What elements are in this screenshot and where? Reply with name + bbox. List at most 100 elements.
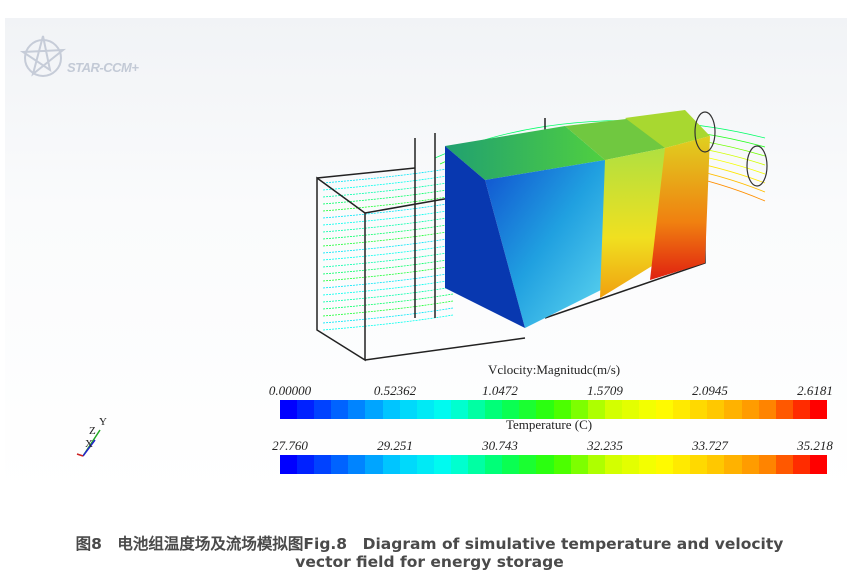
axes-triad xyxy=(76,429,101,457)
temperature-colorbar-segment xyxy=(416,455,434,474)
battery-module-1 xyxy=(445,126,605,328)
velocity-colorbar-segment xyxy=(621,400,639,419)
streamline xyxy=(322,286,454,303)
streamline xyxy=(322,244,454,261)
streamline xyxy=(322,230,454,247)
velocity-colorbar-segment xyxy=(707,400,725,419)
velocity-colorbar-segment xyxy=(724,400,742,419)
logo-text: STAR-CCM+ xyxy=(67,60,139,75)
streamline xyxy=(322,181,454,198)
temperature-colorbar-segment xyxy=(485,455,503,474)
battery-pack-scene xyxy=(19,35,768,457)
temperature-colorbar-segment xyxy=(536,455,554,474)
streamline xyxy=(322,300,454,317)
velocity-colorbar-segment xyxy=(399,400,417,419)
temperature-colorbar-segment xyxy=(553,455,571,474)
axis-z-label: Z xyxy=(89,425,96,437)
outlet-ducts xyxy=(694,111,768,187)
velocity-colorbar-tick-label: 0.52362 xyxy=(373,383,417,398)
streamline xyxy=(322,279,454,296)
velocity-colorbar-segment xyxy=(450,400,469,419)
temperature-colorbar-segment xyxy=(382,455,400,474)
velocity-colorbar-segment xyxy=(656,400,674,419)
streamline xyxy=(322,293,454,310)
temperature-colorbar-segment xyxy=(604,455,622,474)
streamline xyxy=(322,174,454,191)
temperature-colorbar-segment xyxy=(656,455,674,474)
velocity-colorbar-segment xyxy=(416,400,434,419)
velocity-colorbar-tick-label: 1.0472 xyxy=(482,383,518,398)
temperature-colorbar-tick-label: 27.760 xyxy=(272,438,308,453)
streamline xyxy=(322,314,454,331)
temperature-colorbar-segment xyxy=(314,455,332,474)
temperature-colorbar-segment xyxy=(741,455,759,474)
streamline xyxy=(322,258,454,275)
velocity-colorbar-segment xyxy=(433,400,451,419)
temperature-colorbar-segment xyxy=(399,455,417,474)
velocity-colorbar-segment xyxy=(536,400,554,419)
streamline xyxy=(322,265,454,282)
temperature-colorbar-segment xyxy=(450,455,469,474)
logo-icon xyxy=(19,35,67,77)
velocity-colorbar-tick-label: 0.00000 xyxy=(268,383,312,398)
temperature-colorbar-segment xyxy=(519,455,537,474)
velocity-colorbar-segment xyxy=(587,400,605,419)
temperature-colorbar-tick-label: 29.251 xyxy=(377,438,413,453)
axis-x-label: X xyxy=(85,438,93,450)
temperature-colorbar-segment xyxy=(365,455,383,474)
figure-caption-line-1: 图8 电池组温度场及流场模拟图Fig.8 Diagram of simulati… xyxy=(75,535,784,553)
temperature-colorbar-segment xyxy=(809,455,827,474)
velocity-colorbar xyxy=(280,400,827,419)
velocity-colorbar-segment xyxy=(485,400,503,419)
streamline xyxy=(322,272,454,289)
streamline xyxy=(322,237,454,254)
velocity-legend-title: Vclocity:Magnitudc(m/s) xyxy=(488,362,621,377)
temperature-colorbar-segment xyxy=(331,455,349,474)
temperature-colorbar-segment xyxy=(707,455,725,474)
temperature-colorbar-segment xyxy=(690,455,708,474)
temperature-colorbar-tick-label: 30.743 xyxy=(482,438,518,453)
temperature-colorbar-tick-label: 35.218 xyxy=(797,438,833,453)
velocity-colorbar-segment xyxy=(280,400,298,419)
velocity-colorbar-tick-label: 1.5709 xyxy=(587,383,623,398)
temperature-colorbar-segment xyxy=(775,455,793,474)
axis-y-label: Y xyxy=(99,416,107,428)
temperature-colorbar-segment xyxy=(792,455,810,474)
streamline xyxy=(322,195,454,212)
velocity-colorbar-segment xyxy=(553,400,571,419)
temperature-colorbar-segment xyxy=(724,455,742,474)
temperature-colorbar xyxy=(280,455,827,474)
velocity-colorbar-tick-label: 2.0945 xyxy=(692,383,728,398)
temperature-colorbar-segment xyxy=(280,455,298,474)
velocity-colorbar-segment xyxy=(741,400,759,419)
streamline xyxy=(322,167,454,184)
temperature-colorbar-segment xyxy=(758,455,776,474)
velocity-colorbar-segment xyxy=(502,400,520,419)
streamline xyxy=(322,307,454,324)
velocity-colorbar-segment xyxy=(365,400,383,419)
velocity-colorbar-segment xyxy=(690,400,708,419)
temperature-colorbar-tick-label: 32.235 xyxy=(587,438,623,453)
temperature-colorbar-segment xyxy=(673,455,691,474)
streamline xyxy=(322,223,454,240)
velocity-colorbar-segment xyxy=(673,400,691,419)
streamline xyxy=(322,209,454,226)
streamline xyxy=(322,202,454,219)
velocity-colorbar-segment xyxy=(792,400,810,419)
temperature-legend-title: Temperature (C) xyxy=(506,417,593,432)
simulation-figure: STAR-CCM+ Y Z X xyxy=(5,18,847,496)
velocity-colorbar-segment xyxy=(775,400,793,419)
temperature-colorbar-segment xyxy=(621,455,639,474)
battery-module-3 xyxy=(625,110,710,280)
velocity-colorbar-segment xyxy=(468,400,486,419)
temperature-colorbar-segment xyxy=(468,455,486,474)
velocity-colorbar-segment xyxy=(809,400,827,419)
velocity-colorbar-segment xyxy=(519,400,537,419)
velocity-colorbar-segment xyxy=(604,400,622,419)
temperature-colorbar-segment xyxy=(348,455,366,474)
velocity-colorbar-tick-label: 2.6181 xyxy=(797,383,833,398)
velocity-colorbar-segment xyxy=(758,400,776,419)
temperature-colorbar-segment xyxy=(297,455,315,474)
velocity-colorbar-segment xyxy=(382,400,400,419)
temperature-colorbar-segment xyxy=(502,455,520,474)
